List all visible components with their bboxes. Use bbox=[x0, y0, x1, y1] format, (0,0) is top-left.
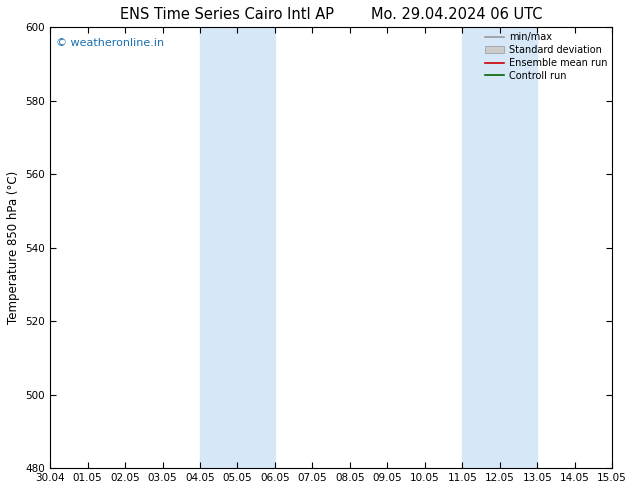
Text: © weatheronline.in: © weatheronline.in bbox=[56, 38, 164, 49]
Y-axis label: Temperature 850 hPa (°C): Temperature 850 hPa (°C) bbox=[7, 171, 20, 324]
Bar bbox=[200, 27, 275, 468]
Legend: min/max, Standard deviation, Ensemble mean run, Controll run: min/max, Standard deviation, Ensemble me… bbox=[484, 32, 607, 81]
Title: ENS Time Series Cairo Intl AP        Mo. 29.04.2024 06 UTC: ENS Time Series Cairo Intl AP Mo. 29.04.… bbox=[120, 7, 543, 22]
Bar bbox=[462, 27, 537, 468]
